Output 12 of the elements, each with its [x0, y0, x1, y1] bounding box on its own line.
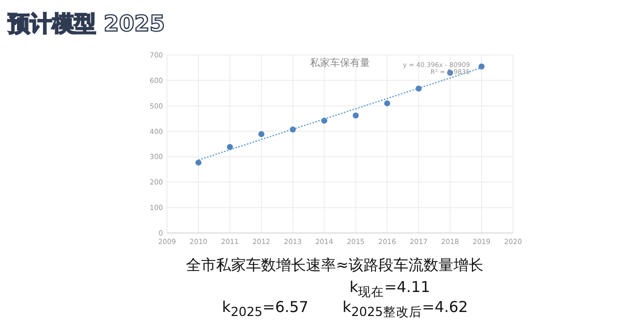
point — [258, 131, 264, 138]
text: k$_{现在}$=4.11 — [350, 278, 430, 299]
chart-subtitle: 私家车保有量 — [310, 57, 370, 69]
point — [195, 160, 202, 166]
point — [352, 112, 359, 119]
point — [478, 63, 485, 70]
point — [226, 144, 233, 150]
text: k$_{2025}$=6.57 — [222, 298, 308, 320]
text: 全市私家车数增长速率≈该路段车流数量增长 — [186, 256, 484, 274]
text: k$_{2025整改后}$=4.62 — [342, 298, 468, 320]
chart-title: 预计模型 2025 — [7, 12, 165, 37]
point — [384, 100, 390, 106]
